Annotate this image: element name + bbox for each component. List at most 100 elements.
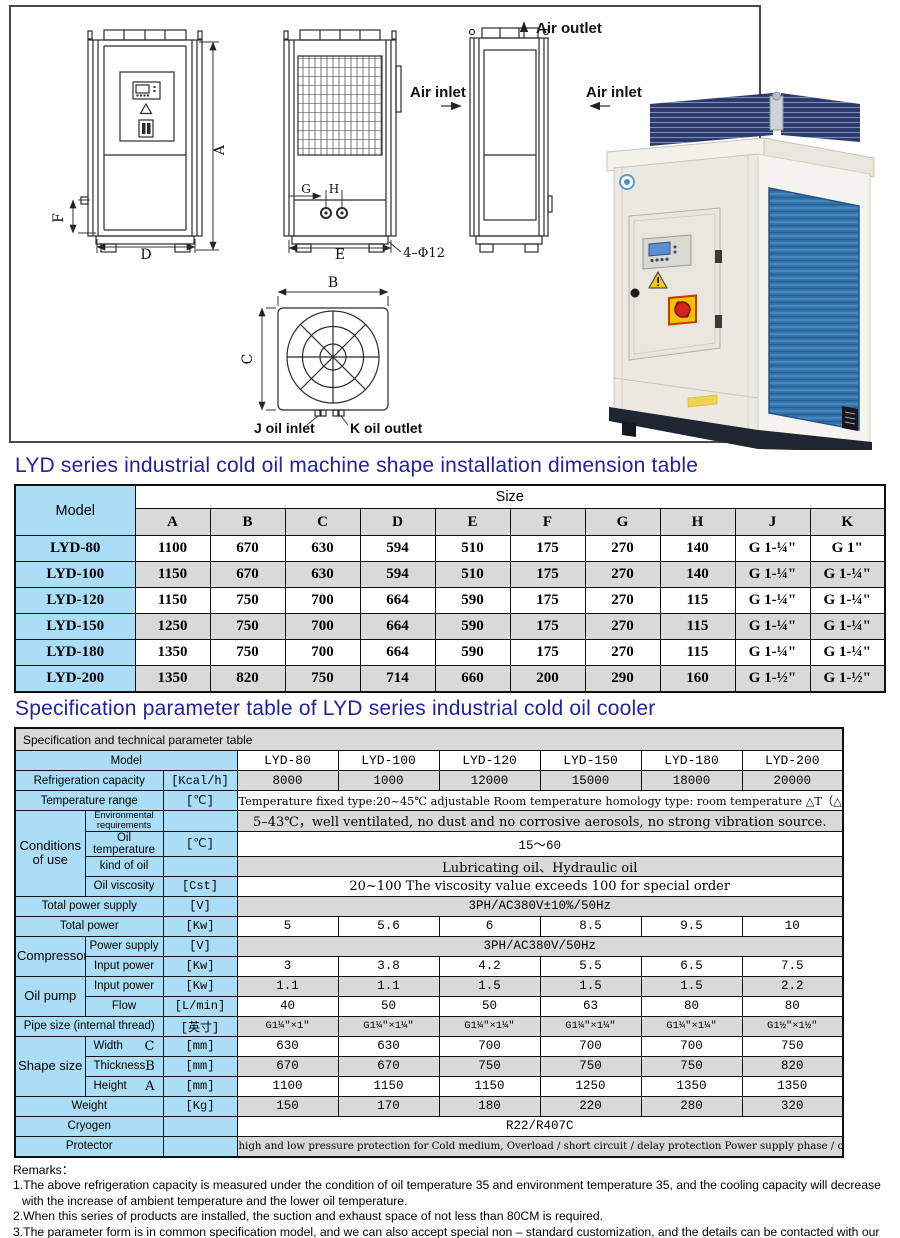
- electrical-door: [628, 207, 721, 361]
- value-cell: 630: [337, 1035, 440, 1057]
- value-cell: G 1": [809, 535, 886, 562]
- oil-inlet-label: J oil inlet: [254, 420, 315, 436]
- value-cell: G 1-¼": [734, 587, 811, 614]
- spec-table-caption: Specification and technical parameter ta…: [14, 727, 844, 751]
- value-cell: G1¼″×1¼″: [539, 1015, 642, 1037]
- unit-cell: [Kcal/h]: [162, 770, 238, 791]
- table-row: Shape size Width C [mm] 630 630 700 700 7…: [14, 1035, 844, 1097]
- value-cell: 5: [236, 915, 339, 937]
- table-subheader-row: A B C D E F G H J K: [15, 508, 886, 536]
- remarks: Remarks： 1.The above refrigeration capac…: [13, 1163, 897, 1238]
- model-cell: LYD-100: [14, 561, 136, 588]
- value-cell: 175: [509, 639, 586, 666]
- unit-cell: [L/min]: [162, 995, 238, 1017]
- remarks-heading: Remarks：: [13, 1162, 74, 1177]
- dim-label-c: C: [240, 354, 256, 365]
- unit-cell: [Kw]: [162, 975, 238, 997]
- value-cell: 3PH/AC380V±10%/50Hz: [236, 895, 844, 917]
- value-cell: 10: [741, 915, 844, 937]
- table-row: LYD-120 1150 750 700 664 590 175 270 115…: [14, 587, 886, 614]
- label-cell: Flow: [84, 995, 164, 1017]
- table-row: LYD-180 1350 750 700 664 590 175 270 115…: [14, 639, 886, 666]
- air-inlet-left-label: Air inlet: [410, 84, 466, 101]
- value-cell: 5–43℃，well ventilated, no dust and no co…: [236, 810, 844, 832]
- control-door: [119, 71, 175, 142]
- dim-letter: C: [144, 1038, 155, 1054]
- value-cell: 1350: [134, 665, 211, 693]
- model-cell: LYD-200: [14, 665, 136, 693]
- value-cell: 700: [284, 613, 361, 640]
- table-row: LYD-200 1350 820 750 714 660 200 290 160…: [14, 665, 886, 693]
- model-cell: LYD-120: [438, 750, 541, 771]
- value-cell: G 1-¼": [734, 639, 811, 666]
- value-cell: 750: [209, 587, 286, 614]
- side-view-dimensions: [288, 190, 402, 253]
- table-row: Total power supply [V] 3PH/AC380V±10%/50…: [14, 895, 844, 917]
- value-cell: 670: [209, 561, 286, 588]
- drawing-canvas: A F D: [9, 5, 875, 452]
- value-cell: 1000: [337, 770, 440, 791]
- value-cell: 664: [359, 639, 436, 666]
- value-cell: 200: [509, 665, 586, 693]
- value-cell: 820: [741, 1055, 844, 1077]
- group-label-cell: Conditions of use: [14, 810, 86, 897]
- value-cell: G 1-¼": [734, 561, 811, 588]
- value-cell: G 1-¼": [734, 535, 811, 562]
- oil-port: [336, 207, 348, 219]
- column-header: H: [659, 508, 736, 536]
- value-cell: 1350: [640, 1075, 743, 1097]
- value-cell: G 1-¼": [809, 639, 886, 666]
- installation-drawing: A F D: [0, 0, 900, 452]
- value-cell: 270: [584, 639, 661, 666]
- value-cell: 270: [584, 587, 661, 614]
- dim-letter: B: [145, 1058, 155, 1074]
- value-cell: 3PH/AC380V/50Hz: [236, 935, 844, 957]
- table-row: Model LYD-80 LYD-100 LYD-120 LYD-150 LYD…: [14, 750, 844, 771]
- model-header-cell: Model: [14, 484, 136, 536]
- value-cell: 1.1: [337, 975, 440, 997]
- table-row: Height A [mm] 1100 1150 1150 1250 1350 13…: [15, 1075, 844, 1097]
- value-cell: 290: [584, 665, 661, 693]
- column-header: K: [809, 508, 886, 536]
- value-cell: 700: [640, 1035, 743, 1057]
- table-row: Conditions of use Environmental requirem…: [14, 810, 844, 897]
- unit-cell: [℃]: [162, 790, 238, 811]
- table-row: Protector high and low pressure protecti…: [14, 1135, 844, 1157]
- power-button: [630, 288, 640, 298]
- value-cell: 7.5: [741, 955, 844, 977]
- value-cell: 140: [659, 535, 736, 562]
- value-cell: 270: [584, 613, 661, 640]
- table-row: LYD-150 1250 750 700 664 590 175 270 115…: [14, 613, 886, 640]
- column-header: B: [209, 508, 286, 536]
- value-cell: 50: [337, 995, 440, 1017]
- dim-label-h: H: [329, 182, 339, 196]
- controller-display: [648, 241, 671, 257]
- value-cell: 4.2: [438, 955, 541, 977]
- table-row: LYD-100 1150 670 630 594 510 175 270 140…: [14, 561, 886, 588]
- value-cell: 700: [284, 639, 361, 666]
- oil-outlet-label: K oil outlet: [350, 420, 423, 436]
- unit-cell: [Kw]: [162, 955, 238, 977]
- unit-cell: [Kw]: [162, 915, 238, 937]
- value-cell: 670: [337, 1055, 440, 1077]
- value-cell: 750: [640, 1055, 743, 1077]
- spec-table-title: Specification parameter table of LYD ser…: [15, 697, 656, 720]
- product-photo: [606, 91, 875, 452]
- value-cell: 280: [640, 1095, 743, 1117]
- value-cell: 664: [359, 587, 436, 614]
- unit-cell: [英寸]: [162, 1015, 238, 1037]
- hinge: [715, 250, 722, 263]
- table-row: Refrigeration capacity [Kcal/h] 8000 100…: [14, 770, 844, 791]
- value-cell: 18000: [640, 770, 743, 791]
- column-header: G: [584, 508, 661, 536]
- value-cell: 9.5: [640, 915, 743, 937]
- unit-cell: [mm]: [162, 1075, 238, 1097]
- table-row: Total power [Kw] 5 5.6 6 8.5 9.5 10: [14, 915, 844, 937]
- value-cell: 3.8: [337, 955, 440, 977]
- table-row: Flow [L/min] 40 50 50 63 80 80: [15, 995, 844, 1017]
- value-cell: 750: [209, 639, 286, 666]
- table-row: Specification and technical parameter ta…: [14, 727, 844, 751]
- dim-label-d: D: [140, 247, 151, 263]
- remark-item: 3.The parameter form is in common specif…: [13, 1224, 880, 1238]
- dim-label-b: B: [328, 275, 338, 291]
